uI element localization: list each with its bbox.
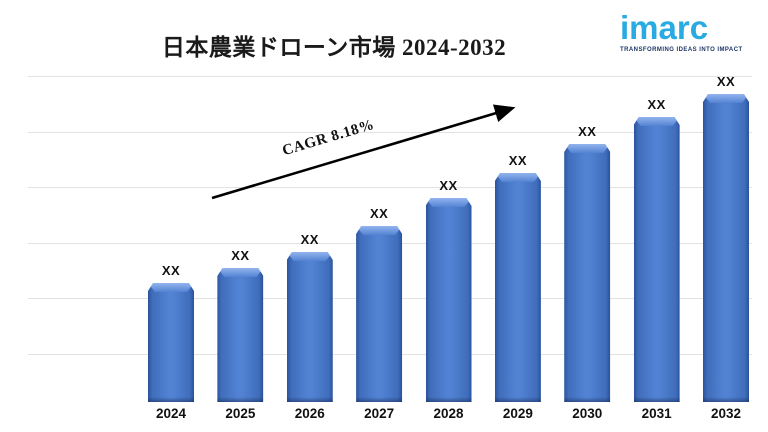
bar-2024 <box>148 283 194 402</box>
bar-2029 <box>494 173 541 402</box>
bar-2028 <box>425 198 472 402</box>
x-axis-label-2027: 2027 <box>364 406 395 421</box>
x-axis-label-2032: 2032 <box>710 406 742 421</box>
bar-2026 <box>286 252 333 402</box>
bar-2032 <box>703 94 749 402</box>
imarc-logo-wordmark: imarc <box>620 9 709 46</box>
bar-2025 <box>217 268 264 402</box>
bar-value-label: XX <box>578 124 597 139</box>
x-axis-label-2025: 2025 <box>225 406 256 421</box>
bar-group-2025: XX <box>217 248 264 402</box>
bars-row: XX XX XX XX XX XX XX XX XX <box>148 74 749 402</box>
x-axis-label-2030: 2030 <box>572 406 603 421</box>
bar-group-2031: XX <box>633 97 680 402</box>
imarc-logo-tagline: TRANSFORMING IDEAS INTO IMPACT <box>620 47 743 53</box>
bar-2027 <box>356 226 403 402</box>
bar-value-label: XX <box>716 74 736 89</box>
gridline <box>28 76 752 77</box>
bar-group-2032: XX <box>703 74 749 402</box>
bar-2030 <box>564 144 611 402</box>
bar-value-label: XX <box>300 232 319 247</box>
x-axis-label-2026: 2026 <box>294 406 325 421</box>
bar-group-2028: XX <box>425 178 472 402</box>
bar-value-label: XX <box>369 206 389 221</box>
x-axis-labels: 2024 2025 2026 2027 2028 2029 2030 2031 2032 <box>148 406 749 421</box>
chart-title: 日本農業ドローン市場 2024-2032 <box>161 35 507 60</box>
bar-value-label: XX <box>161 263 181 278</box>
bar-value-label: XX <box>439 178 458 193</box>
x-axis-label-2031: 2031 <box>641 406 672 421</box>
bar-value-label: XX <box>508 153 528 168</box>
bar-2031 <box>633 117 680 402</box>
x-axis-label-2024: 2024 <box>155 406 187 421</box>
imarc-logo: imarc TRANSFORMING IDEAS INTO IMPACT <box>620 9 746 54</box>
bar-value-label: XX <box>231 248 250 263</box>
bar-group-2026: XX <box>286 232 333 402</box>
x-axis-label-2028: 2028 <box>433 406 464 421</box>
bar-group-2029: XX <box>494 153 541 402</box>
bar-group-2030: XX <box>564 124 611 402</box>
bar-group-2027: XX <box>356 206 403 402</box>
x-axis-label-2029: 2029 <box>502 406 533 421</box>
bar-value-label: XX <box>647 97 666 112</box>
bar-group-2024: XX <box>148 263 194 402</box>
